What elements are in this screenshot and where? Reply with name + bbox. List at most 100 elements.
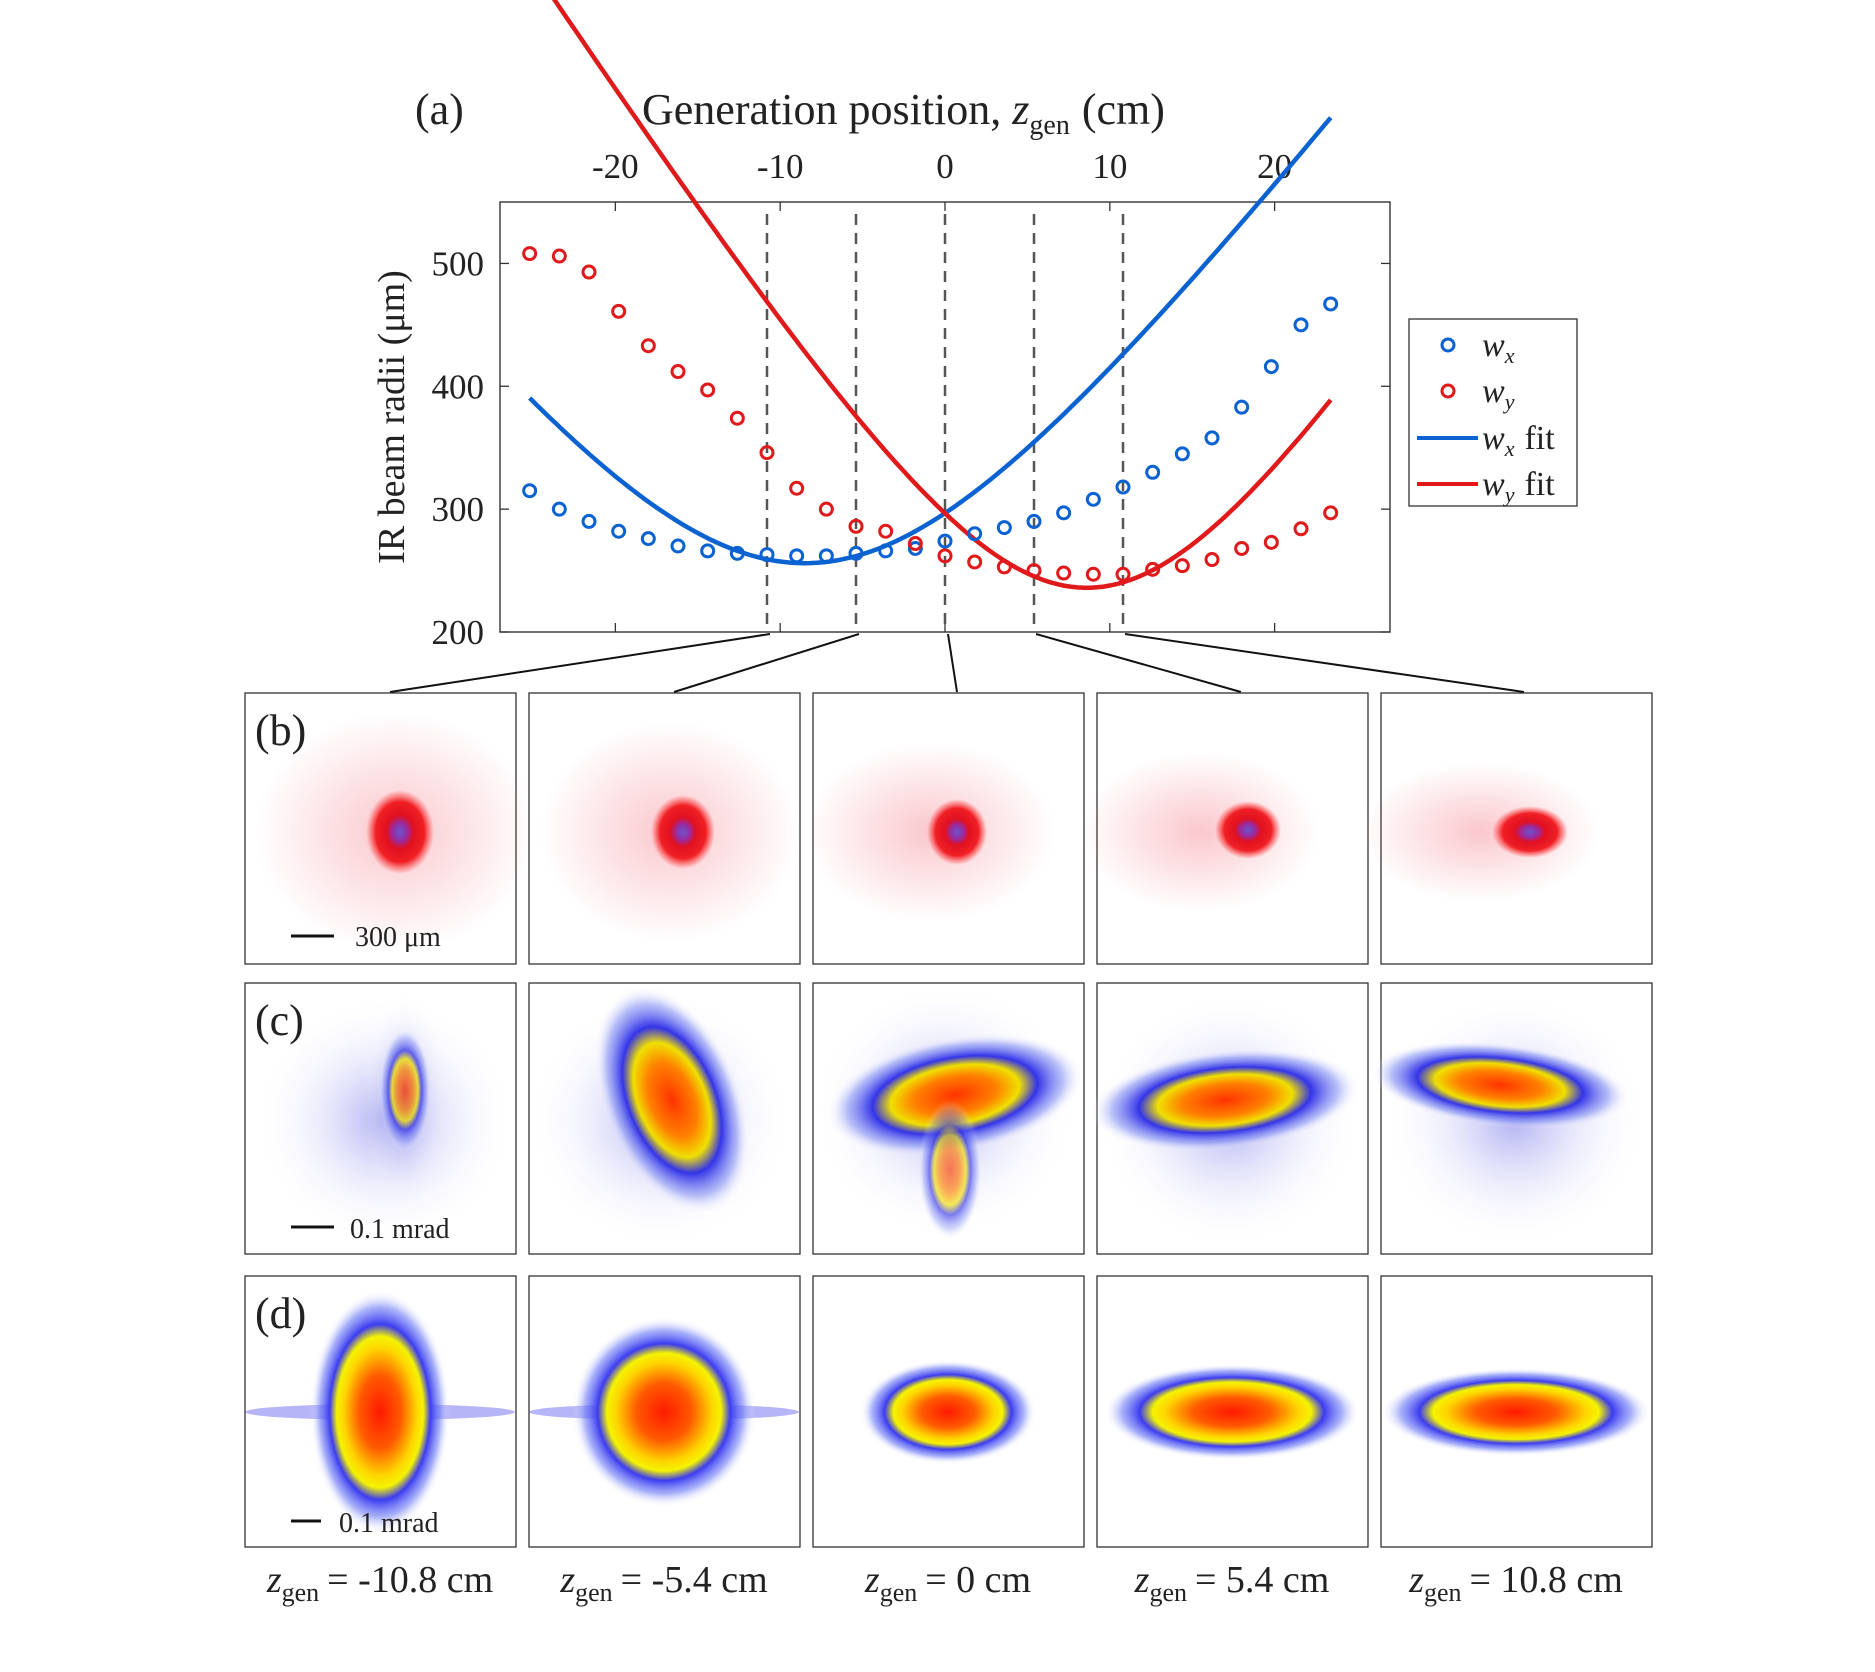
point-wy — [996, 559, 1012, 575]
point-wy — [611, 303, 627, 319]
c-core-1 — [379, 1028, 431, 1152]
point-wy — [789, 480, 805, 496]
b-spot-4 — [1215, 801, 1281, 859]
plot-frame — [499, 201, 1391, 633]
point-wy — [1085, 566, 1101, 582]
b-spot-1 — [366, 790, 434, 874]
panel-c: 0.1 mrad (c) — [244, 982, 1653, 1255]
point-wx — [551, 501, 567, 517]
panel-b: 300 μm (b) — [244, 692, 1653, 965]
b-spot-2 — [651, 795, 715, 869]
point-wy — [937, 548, 953, 564]
y-tick-labels: 200 300 400 500 — [432, 244, 485, 652]
b-halo-4 — [1080, 752, 1320, 912]
point-wx — [878, 543, 894, 559]
connector-lines — [389, 633, 1525, 693]
data-points — [522, 246, 1339, 582]
point-wy — [818, 501, 834, 517]
point-wy — [729, 410, 745, 426]
legend-marker-wy — [1440, 383, 1456, 399]
bottom-label-2: zgen = -5.4 cm — [559, 1559, 767, 1607]
b-halo-5 — [1360, 762, 1600, 902]
point-wy — [551, 248, 567, 264]
point-wx — [1234, 399, 1250, 415]
bottom-label-5: zgen = 10.8 cm — [1408, 1559, 1623, 1607]
y-tick-label: 400 — [432, 367, 485, 406]
point-wy — [1056, 565, 1072, 581]
y-axis-title: IR beam radii (μm) — [371, 270, 413, 564]
point-wx — [581, 513, 597, 529]
point-wx — [1115, 479, 1131, 495]
y-tick-label: 300 — [432, 490, 485, 529]
point-wy — [581, 264, 597, 280]
point-wy — [1145, 561, 1161, 577]
c-core-4 — [1090, 1048, 1360, 1152]
b-spot-3 — [927, 799, 987, 865]
y-tick-label: 500 — [432, 244, 485, 283]
legend-label-wy: wy — [1482, 373, 1515, 414]
x-tick-label: 10 — [1092, 147, 1127, 186]
point-wx — [640, 531, 656, 547]
legend-label-wy-fit: wy fit — [1482, 466, 1555, 507]
point-wy — [640, 338, 656, 354]
point-wx — [611, 523, 627, 539]
point-wx — [848, 545, 864, 561]
x-axis-title: Generation position, zgen (cm) — [642, 85, 1165, 141]
legend-label-wx: wx — [1482, 327, 1515, 368]
c-core-2 — [594, 985, 750, 1215]
point-wx — [1056, 505, 1072, 521]
point-wx — [1085, 491, 1101, 507]
bottom-label-1: zgen = -10.8 cm — [266, 1559, 493, 1607]
point-wx — [700, 543, 716, 559]
point-wy — [670, 364, 686, 380]
point-wx — [937, 533, 953, 549]
legend-label-wx-fit: wx fit — [1482, 420, 1555, 461]
legend-box — [1408, 318, 1578, 507]
scale-label-c: 0.1 mrad — [350, 1214, 450, 1245]
point-wx — [1293, 317, 1309, 333]
y-tick-label: 200 — [432, 613, 485, 652]
point-wx — [670, 538, 686, 554]
panel-label-d: (d) — [255, 1289, 306, 1338]
point-wy — [848, 518, 864, 534]
x-tick-label: 20 — [1257, 147, 1292, 186]
point-wx — [729, 545, 745, 561]
x-tick-label: -20 — [592, 147, 639, 186]
point-wy — [1323, 505, 1339, 521]
point-wy — [1293, 521, 1309, 537]
x-tick-label: -10 — [757, 147, 804, 186]
d-ellipse-5 — [1382, 1368, 1650, 1456]
point-wx — [818, 548, 834, 564]
bottom-labels: zgen = -10.8 cm zgen = -5.4 cm zgen = 0 cm … — [266, 1559, 1623, 1607]
point-wy — [1263, 534, 1279, 550]
scale-label-b: 300 μm — [355, 922, 441, 953]
point-wy — [522, 246, 538, 262]
point-wy — [907, 536, 923, 552]
point-wx — [967, 526, 983, 542]
connector-2 — [673, 633, 860, 693]
connector-4 — [1035, 633, 1242, 693]
fit-curve-wx — [528, 116, 1333, 566]
connector-5 — [1124, 633, 1525, 693]
point-wy — [1234, 540, 1250, 556]
point-wy — [1026, 563, 1042, 579]
point-wy — [759, 445, 775, 461]
panel-label-b: (b) — [255, 706, 306, 755]
point-wy — [878, 523, 894, 539]
connector-3 — [947, 633, 958, 693]
legend: wx wy wx fit wy fit — [1408, 318, 1578, 507]
fit-curves — [528, 0, 1333, 590]
panel-label-d-bg — [252, 1289, 320, 1345]
d-ellipse-1 — [310, 1290, 450, 1534]
c-tail-3 — [918, 1100, 982, 1240]
point-wx — [1026, 513, 1042, 529]
axis-ticks — [500, 202, 1390, 633]
point-wx — [522, 483, 538, 499]
c-core-5 — [1370, 1041, 1630, 1129]
point-wx — [1174, 446, 1190, 462]
d-ellipse-3 — [860, 1360, 1036, 1464]
x-tick-labels: -20 -10 0 10 20 — [592, 147, 1292, 186]
point-wx — [1204, 430, 1220, 446]
point-wx — [759, 547, 775, 563]
